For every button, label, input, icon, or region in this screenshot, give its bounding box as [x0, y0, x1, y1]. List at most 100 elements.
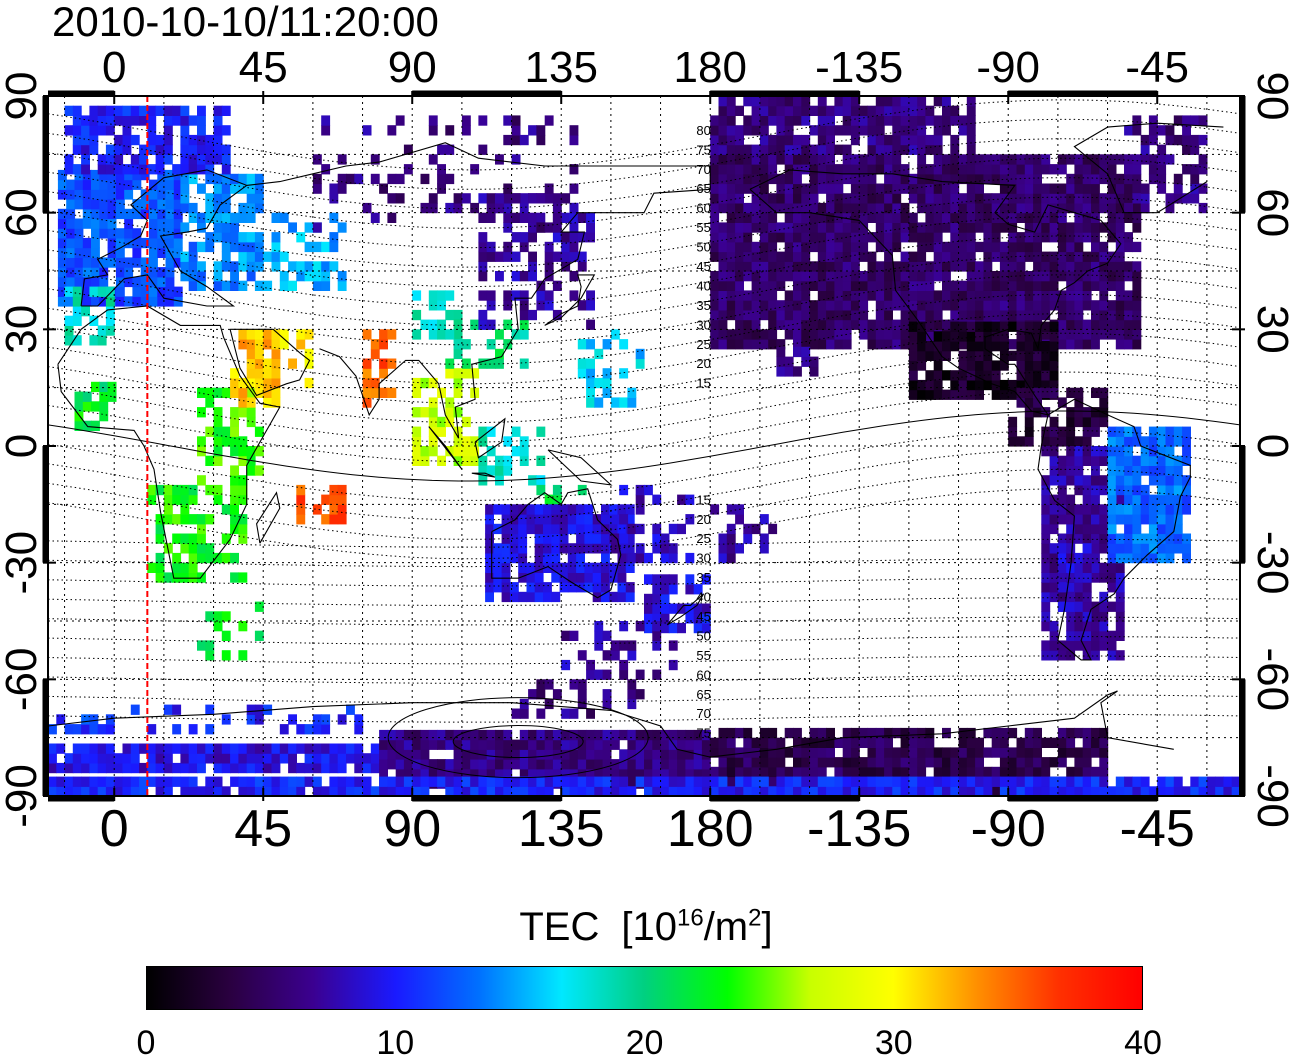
tec-cell: [652, 494, 662, 505]
tec-cell: [726, 241, 736, 253]
contour-label: 20: [696, 512, 710, 527]
tec-cell: [205, 232, 215, 243]
tec-cell: [64, 786, 74, 796]
tec-cell: [1099, 319, 1109, 330]
tec-cell: [445, 768, 455, 780]
tec-cell: [552, 309, 562, 321]
tec-cell: [983, 341, 993, 352]
tec-cell: [644, 613, 653, 624]
tec-cell: [958, 300, 968, 311]
tec-cell: [793, 183, 802, 194]
tec-cell: [1099, 766, 1109, 778]
tec-cell: [511, 154, 521, 165]
tec-cell: [991, 727, 1001, 739]
tec-cell: [1107, 232, 1117, 243]
tec-cell: [157, 189, 167, 200]
tec-cell: [1148, 164, 1158, 175]
tec-cell: [966, 280, 976, 291]
contour-label: 25: [696, 337, 710, 352]
tec-cell: [163, 484, 173, 496]
tec-cell: [115, 267, 125, 278]
coastline: [1073, 122, 1224, 213]
tec-cell: [1099, 222, 1109, 233]
tec-cell: [296, 271, 306, 282]
tec-cell: [1140, 193, 1150, 204]
tec-cell: [544, 739, 554, 750]
tec-cell: [518, 514, 528, 525]
tec-cell: [395, 193, 405, 204]
tec-cell: [801, 232, 811, 243]
tec-cell: [238, 232, 248, 243]
tec-cell: [420, 202, 430, 214]
contour-label: 55: [696, 648, 710, 663]
tec-cell: [569, 222, 579, 233]
tec-cell: [652, 621, 662, 632]
tec-cell: [254, 377, 264, 389]
tec-cell: [105, 105, 115, 116]
tec-cell: [942, 241, 951, 253]
tec-cell: [155, 134, 165, 146]
tec-cell: [197, 125, 206, 136]
tec-cell: [768, 786, 778, 796]
tec-cell: [991, 300, 1001, 311]
tec-cell: [72, 306, 82, 317]
tec-cell: [362, 202, 372, 214]
tec-cell: [1165, 504, 1175, 515]
tec-cell: [528, 232, 537, 243]
tec-cell: [132, 247, 142, 258]
tec-cell: [115, 199, 125, 210]
tec-cell: [72, 115, 82, 126]
tec-cell: [999, 776, 1009, 787]
tec-cell: [1107, 786, 1117, 796]
tec-cell: [1066, 241, 1076, 253]
tec-cell: [254, 280, 264, 291]
tec-cell: [925, 164, 935, 175]
tec-cell: [66, 296, 76, 307]
tec-cell: [834, 183, 844, 194]
tec-cell: [1115, 601, 1125, 612]
tec-cell: [1041, 737, 1051, 748]
tec-cell: [155, 786, 165, 796]
tec-cell: [776, 222, 786, 233]
tec-cell: [1033, 737, 1042, 748]
tec-cell: [1157, 475, 1167, 486]
tec-cell: [569, 134, 579, 146]
tec-cell: [625, 562, 635, 573]
tec-cell: [1008, 222, 1018, 233]
tec-cell: [652, 630, 662, 641]
tec-cell: [1115, 300, 1125, 311]
tec-cell: [1091, 737, 1100, 748]
tec-cell: [668, 759, 678, 770]
tec-cell: [304, 222, 314, 233]
tec-cell: [1124, 300, 1133, 311]
tec-cell: [197, 164, 206, 175]
tec-cell: [668, 776, 678, 787]
tec-cell: [809, 339, 819, 350]
tec-cell: [57, 267, 67, 278]
tec-cell: [420, 377, 430, 389]
tec-cell: [64, 125, 74, 136]
tec-cell: [726, 309, 736, 321]
tec-cell: [842, 300, 852, 311]
tec-cell: [1091, 640, 1100, 651]
tec-cell: [213, 154, 223, 165]
tec-cell: [1124, 475, 1133, 486]
tec-cell: [584, 533, 594, 544]
tec-cell: [975, 321, 984, 332]
tec-cell: [1132, 329, 1142, 340]
tec-cell: [1091, 630, 1100, 641]
tec-cell: [710, 280, 720, 291]
tec-cell: [74, 228, 84, 239]
tec-cell: [577, 698, 587, 710]
tec-cell: [875, 757, 885, 768]
tec-cell: [205, 241, 215, 253]
tec-cell: [1173, 494, 1183, 505]
tec-cell: [1091, 416, 1100, 428]
tec-cell: [445, 309, 455, 321]
tec-cell: [1074, 300, 1084, 311]
tec-cell: [668, 729, 678, 741]
tec-cell: [875, 193, 885, 204]
tec-cell: [445, 397, 455, 408]
tec-cell: [1124, 290, 1133, 301]
magnetic-contour: [48, 674, 1240, 684]
